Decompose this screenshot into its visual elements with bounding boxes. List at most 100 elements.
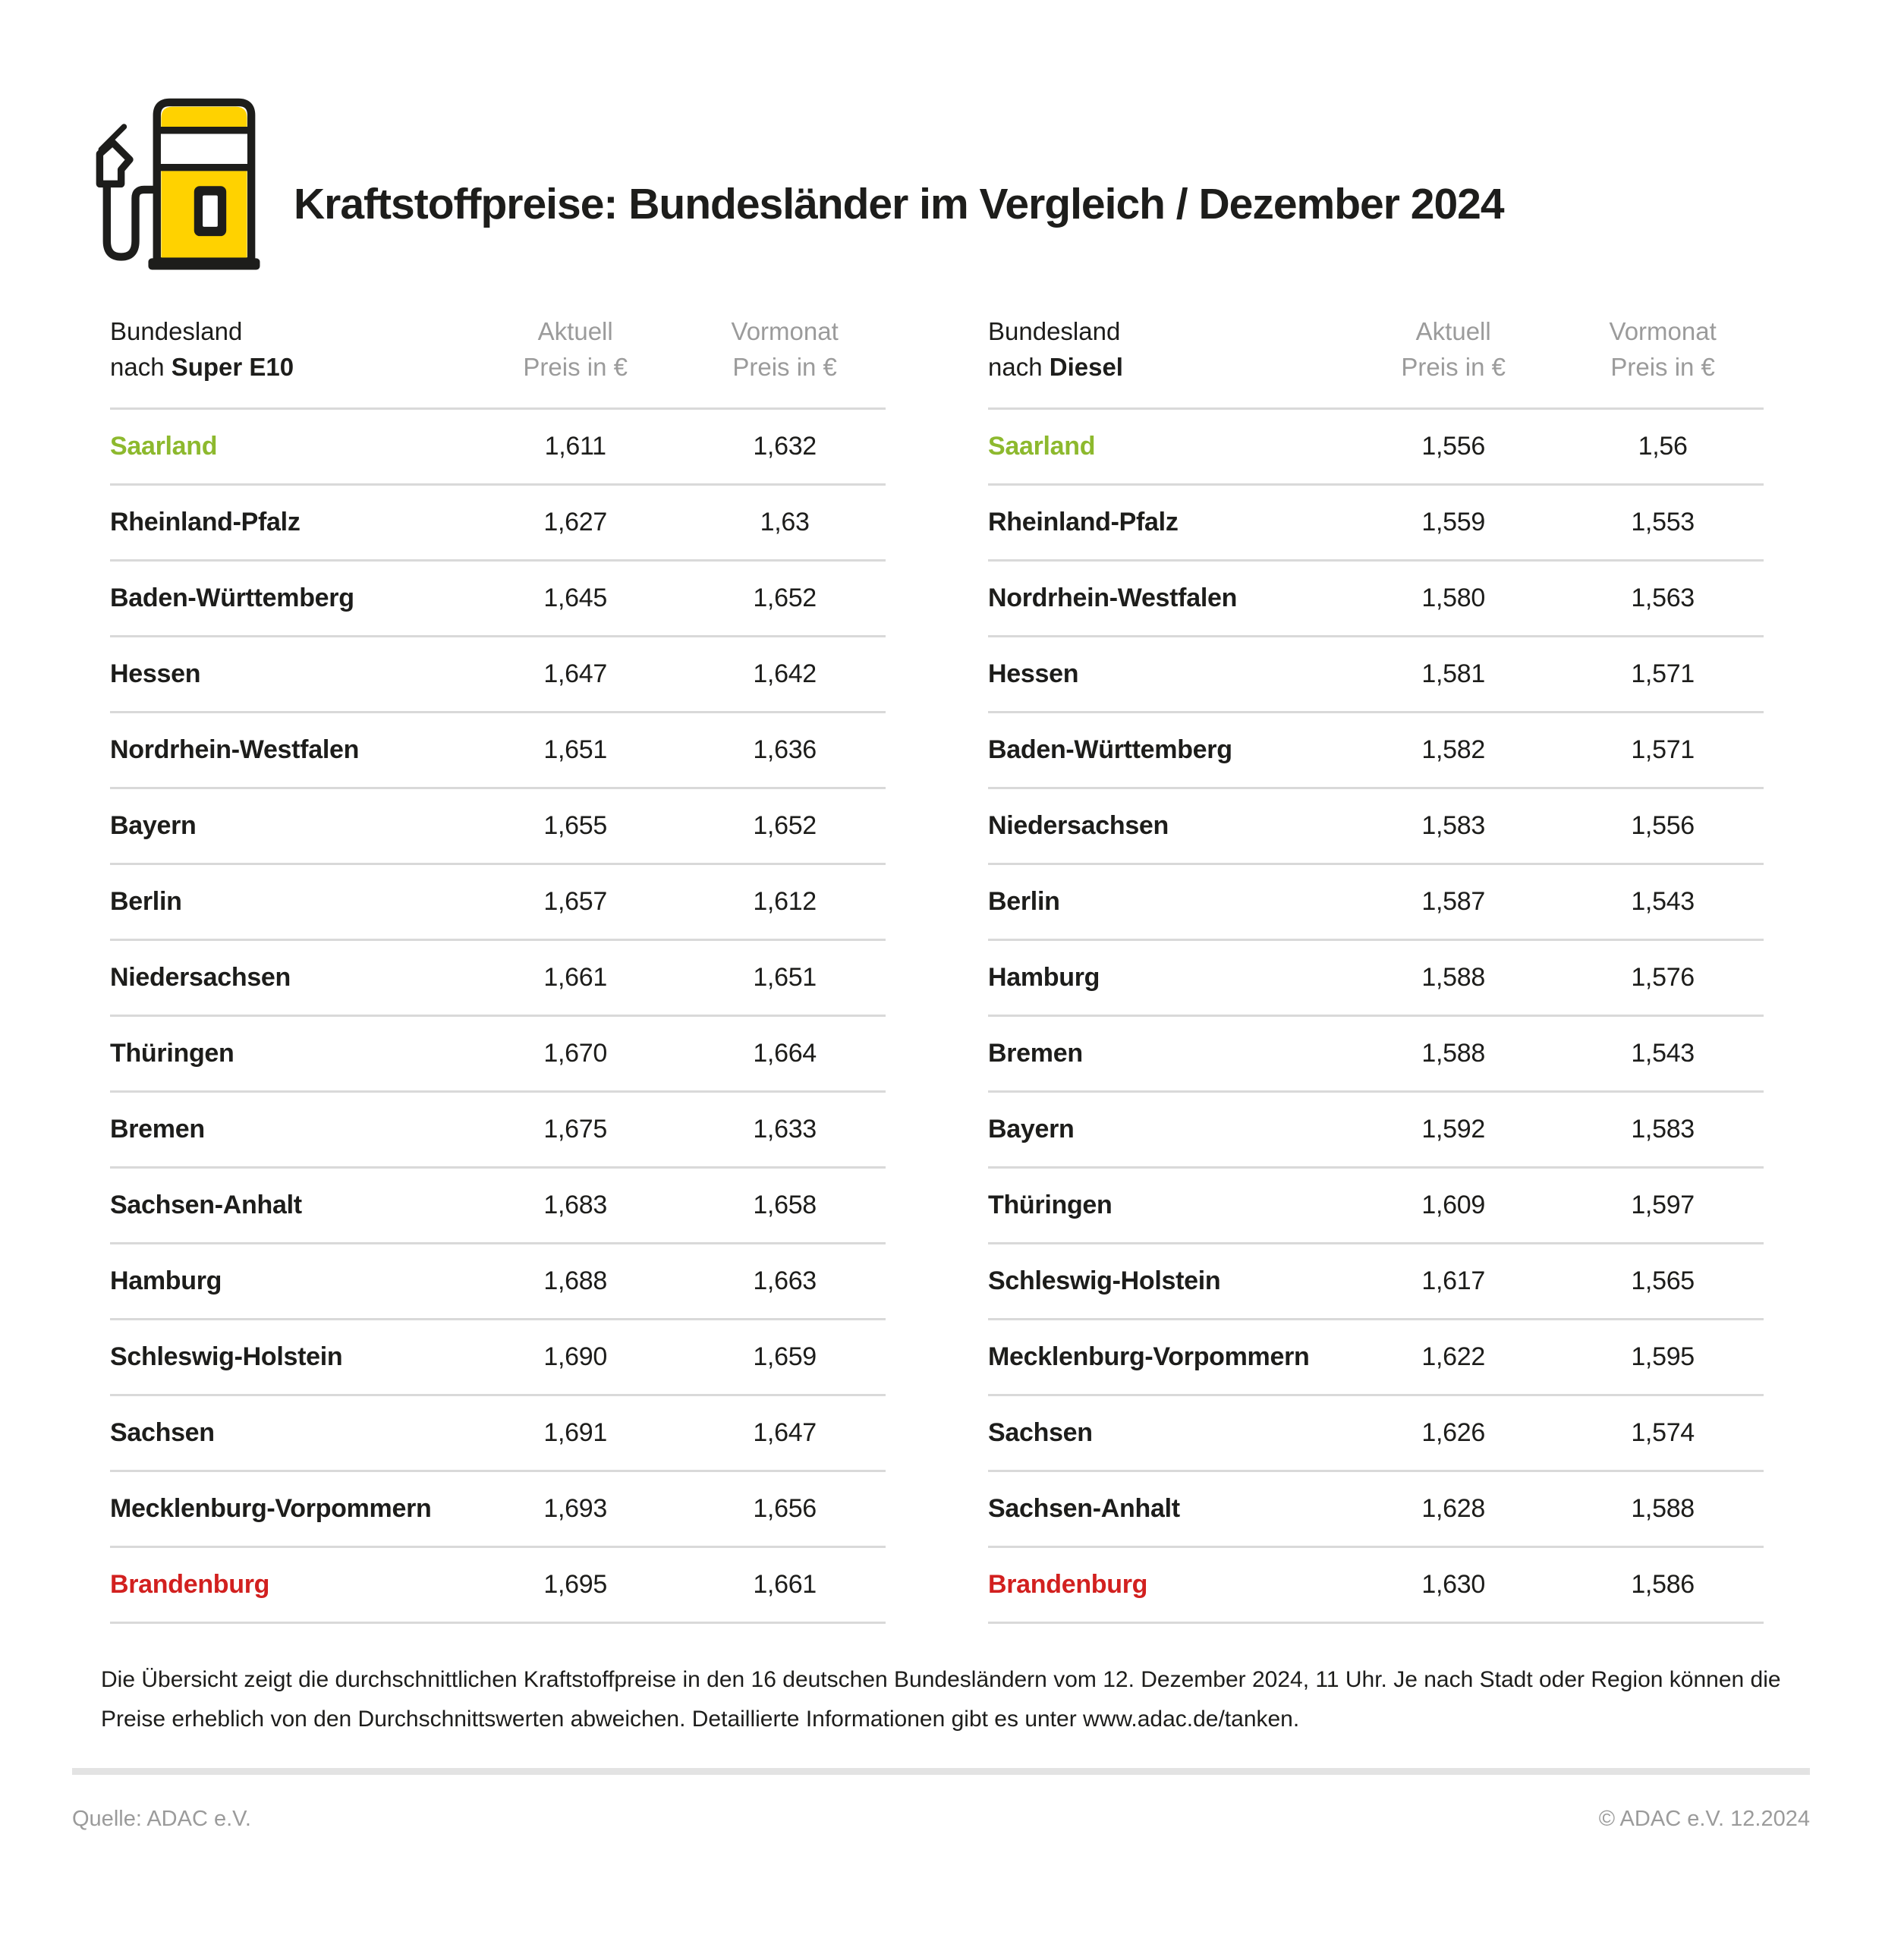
state-name: Berlin (988, 887, 1060, 916)
state-name: Saarland (110, 432, 218, 461)
price-current: 1,580 (1421, 584, 1485, 612)
price-previous: 1,656 (753, 1494, 817, 1523)
state-name: Rheinland-Pfalz (110, 508, 301, 536)
table-row: Berlin 1,657 1,612 (110, 865, 886, 941)
table-row: Berlin 1,587 1,543 (988, 865, 1764, 941)
table-super-e10: Bundesland nach Super E10 Aktuell Preis in… (110, 313, 886, 1624)
table-row: Hamburg 1,688 1,663 (110, 1244, 886, 1320)
table-header: Bundesland nach Diesel Aktuell Preis in € … (988, 313, 1764, 410)
price-previous: 1,588 (1631, 1494, 1695, 1523)
price-current: 1,622 (1421, 1342, 1485, 1371)
price-previous: 1,586 (1631, 1570, 1695, 1599)
price-current: 1,657 (543, 887, 607, 916)
price-current: 1,582 (1421, 735, 1485, 764)
price-current: 1,661 (543, 963, 607, 992)
price-previous: 1,595 (1631, 1342, 1695, 1371)
price-previous: 1,633 (753, 1115, 817, 1144)
price-current: 1,670 (543, 1039, 607, 1068)
infographic-page: Kraftstoffpreise: Bundesländer im Vergle… (0, 90, 1882, 1832)
price-current: 1,683 (543, 1191, 607, 1219)
price-current: 1,690 (543, 1342, 607, 1371)
price-current: 1,588 (1421, 963, 1485, 992)
table-row: Hessen 1,581 1,571 (988, 637, 1764, 713)
table-row: Saarland 1,556 1,56 (988, 410, 1764, 486)
state-name: Sachsen-Anhalt (110, 1191, 302, 1219)
state-name: Bayern (988, 1115, 1075, 1144)
price-current: 1,695 (543, 1570, 607, 1599)
state-name: Brandenburg (110, 1570, 270, 1599)
price-previous: 1,651 (753, 963, 817, 992)
table-row: Mecklenburg-Vorpommern 1,693 1,656 (110, 1472, 886, 1548)
table-row: Bremen 1,588 1,543 (988, 1017, 1764, 1093)
bottom-divider (72, 1768, 1810, 1775)
table-row: Niedersachsen 1,661 1,651 (110, 941, 886, 1017)
table-row: Nordrhein-Westfalen 1,580 1,563 (988, 562, 1764, 637)
column-header-bundesland: Bundesland nach Diesel (988, 317, 1123, 381)
price-current: 1,688 (543, 1266, 607, 1295)
price-previous: 1,63 (760, 508, 810, 536)
price-current: 1,592 (1421, 1115, 1485, 1144)
price-previous: 1,574 (1631, 1418, 1695, 1447)
state-name: Brandenburg (988, 1570, 1148, 1599)
table-row: Rheinland-Pfalz 1,627 1,63 (110, 486, 886, 562)
price-current: 1,559 (1421, 508, 1485, 536)
price-previous: 1,543 (1631, 887, 1695, 916)
column-header-aktuell: Aktuell Preis in € (1401, 317, 1506, 381)
page-title: Kraftstoffpreise: Bundesländer im Vergle… (294, 179, 1505, 228)
column-header-aktuell: Aktuell Preis in € (523, 317, 628, 381)
price-current: 1,675 (543, 1115, 607, 1144)
state-name: Schleswig-Holstein (110, 1342, 343, 1371)
price-current: 1,609 (1421, 1191, 1485, 1219)
price-current: 1,627 (543, 508, 607, 536)
price-previous: 1,652 (753, 584, 817, 612)
table-row: Hessen 1,647 1,642 (110, 637, 886, 713)
table-row: Baden-Württemberg 1,582 1,571 (988, 713, 1764, 789)
state-name: Baden-Württemberg (988, 735, 1232, 764)
state-name: Schleswig-Holstein (988, 1266, 1221, 1295)
price-previous: 1,612 (753, 887, 817, 916)
price-previous: 1,663 (753, 1266, 817, 1295)
table-row: Thüringen 1,670 1,664 (110, 1017, 886, 1093)
table-row: Sachsen-Anhalt 1,628 1,588 (988, 1472, 1764, 1548)
state-name: Hessen (988, 659, 1079, 688)
price-current: 1,645 (543, 584, 607, 612)
table-row: Bayern 1,655 1,652 (110, 789, 886, 865)
state-name: Rheinland-Pfalz (988, 508, 1179, 536)
table-row: Sachsen-Anhalt 1,683 1,658 (110, 1169, 886, 1244)
state-name: Niedersachsen (110, 963, 291, 992)
price-previous: 1,661 (753, 1570, 817, 1599)
price-previous: 1,543 (1631, 1039, 1695, 1068)
price-previous: 1,583 (1631, 1115, 1695, 1144)
table-row: Bremen 1,675 1,633 (110, 1093, 886, 1169)
table-row: Schleswig-Holstein 1,617 1,565 (988, 1244, 1764, 1320)
fuel-pump-icon (96, 98, 260, 270)
price-previous: 1,565 (1631, 1266, 1695, 1295)
price-current: 1,587 (1421, 887, 1485, 916)
table-row: Saarland 1,611 1,632 (110, 410, 886, 486)
price-current: 1,628 (1421, 1494, 1485, 1523)
table-row: Sachsen 1,691 1,647 (110, 1396, 886, 1472)
state-name: Hessen (110, 659, 201, 688)
price-current: 1,691 (543, 1418, 607, 1447)
table-body: Saarland 1,611 1,632 Rheinland-Pfalz 1,627 1,… (110, 410, 886, 1624)
price-current: 1,693 (543, 1494, 607, 1523)
column-header-vormonat: Vormonat Preis in € (1609, 317, 1717, 381)
price-previous: 1,597 (1631, 1191, 1695, 1219)
state-name: Saarland (988, 432, 1096, 461)
table-row: Thüringen 1,609 1,597 (988, 1169, 1764, 1244)
price-previous: 1,664 (753, 1039, 817, 1068)
state-name: Sachsen (988, 1418, 1093, 1447)
state-name: Thüringen (988, 1191, 1113, 1219)
table-row: Sachsen 1,626 1,574 (988, 1396, 1764, 1472)
state-name: Sachsen (110, 1418, 215, 1447)
price-previous: 1,563 (1631, 584, 1695, 612)
footer: Quelle: ADAC e.V. © ADAC e.V. 12.2024 (72, 1807, 1810, 1832)
masthead: Kraftstoffpreise: Bundesländer im Vergle… (76, 90, 1810, 275)
price-current: 1,626 (1421, 1418, 1485, 1447)
state-name: Sachsen-Anhalt (988, 1494, 1180, 1523)
state-name: Hamburg (110, 1266, 222, 1295)
price-previous: 1,56 (1638, 432, 1688, 461)
price-previous: 1,647 (753, 1418, 817, 1447)
price-previous: 1,632 (753, 432, 817, 461)
price-current: 1,588 (1421, 1039, 1485, 1068)
